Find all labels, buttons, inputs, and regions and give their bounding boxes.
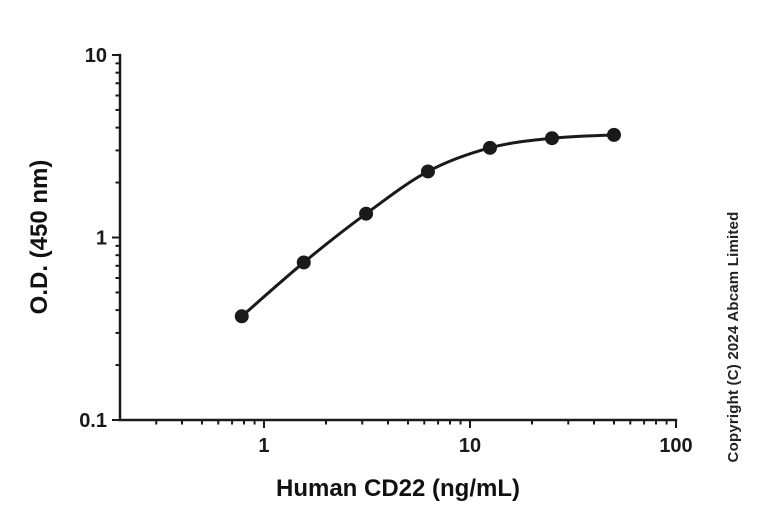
- axes-lines: [118, 53, 678, 422]
- plot-area: 1 10 100 0.1 1 10: [79, 45, 693, 457]
- y-tick-label: 0.1: [79, 410, 107, 432]
- data-point-marker: [606, 127, 621, 142]
- data-point-marker: [544, 131, 559, 146]
- data-point-marker: [420, 164, 435, 179]
- data-point-marker: [482, 140, 497, 155]
- y-tick-label: 1: [96, 228, 107, 250]
- copyright-notice: Copyright (C) 2024 Abcam Limited: [725, 212, 742, 463]
- y-tick-label: 10: [85, 45, 107, 67]
- x-tick-label: 100: [659, 435, 692, 457]
- x-tick-label: 1: [258, 435, 269, 457]
- data-point-marker: [359, 206, 374, 221]
- y-axis-title: O.D. (450 nm): [26, 160, 53, 315]
- data-point-marker: [296, 255, 311, 270]
- x-tick-label: 10: [459, 435, 481, 457]
- x-axis-title: Human CD22 (ng/mL): [276, 475, 520, 502]
- data-point-marker: [234, 309, 249, 324]
- standard-curve-line: [240, 133, 616, 318]
